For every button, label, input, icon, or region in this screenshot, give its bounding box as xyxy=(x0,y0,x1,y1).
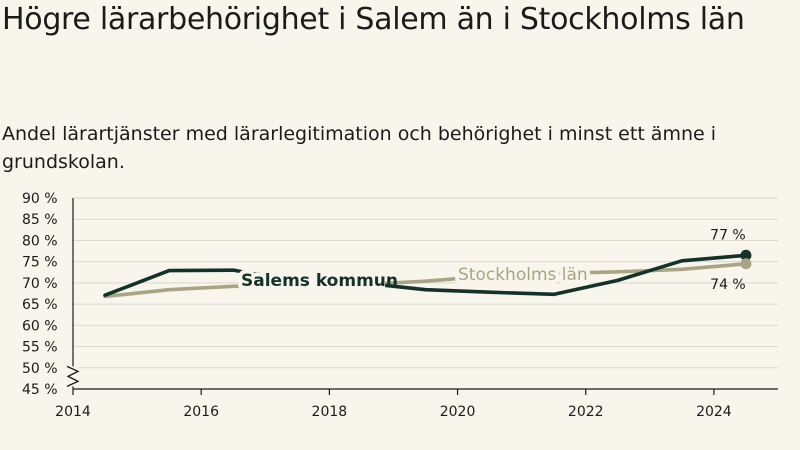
y-tick-label: 70 % xyxy=(22,276,58,292)
series-line xyxy=(103,261,748,299)
gridlines xyxy=(73,197,778,369)
y-tick-label: 90 % xyxy=(22,191,58,207)
x-tick-label: 2016 xyxy=(183,404,219,420)
x-tick-label: 2024 xyxy=(696,404,732,420)
x-tick-label: 2018 xyxy=(312,404,348,420)
chart-subtitle: Andel lärartjänster med lärarlegitimatio… xyxy=(2,123,717,173)
series-lines xyxy=(103,253,748,299)
series-label-halo: Salems kommun xyxy=(241,271,383,291)
series-line xyxy=(103,253,748,297)
x-axis: 2014 2016 2018 2020 2022 2024 xyxy=(55,388,778,420)
end-value-label: 77 % xyxy=(710,227,746,243)
x-tick-label: 2020 xyxy=(440,404,476,420)
axis-break-icon xyxy=(66,365,80,387)
end-markers: 77 % 74 % xyxy=(710,227,752,293)
series-label-halo: Stockholms län xyxy=(458,265,588,285)
y-tick-label: 75 % xyxy=(22,255,58,271)
y-tick-label: 80 % xyxy=(22,233,58,249)
y-tick-label: 50 % xyxy=(22,361,58,377)
axis-break-mask xyxy=(67,366,79,387)
x-tick-label: 2022 xyxy=(568,404,604,420)
series-label: Stockholms län xyxy=(458,265,588,285)
y-axis: 45 % 50 % 55 % 60 % 65 % 70 % 75 % 80 % 85 % 90 % xyxy=(22,191,80,398)
x-tick-label: 2014 xyxy=(55,404,91,420)
y-tick-label: 65 % xyxy=(22,297,58,313)
y-tick-label: 60 % xyxy=(22,318,58,334)
y-tick-label: 85 % xyxy=(22,212,58,228)
y-tick-label: 45 % xyxy=(22,382,58,398)
end-point-marker xyxy=(740,258,752,270)
end-point-marker xyxy=(740,249,752,261)
end-value-label: 74 % xyxy=(710,277,746,293)
y-tick-label: 55 % xyxy=(22,340,58,356)
series-label: Salems kommun xyxy=(241,271,398,291)
chart-title: Högre lärarbehörighet i Salem än i Stock… xyxy=(2,2,745,37)
